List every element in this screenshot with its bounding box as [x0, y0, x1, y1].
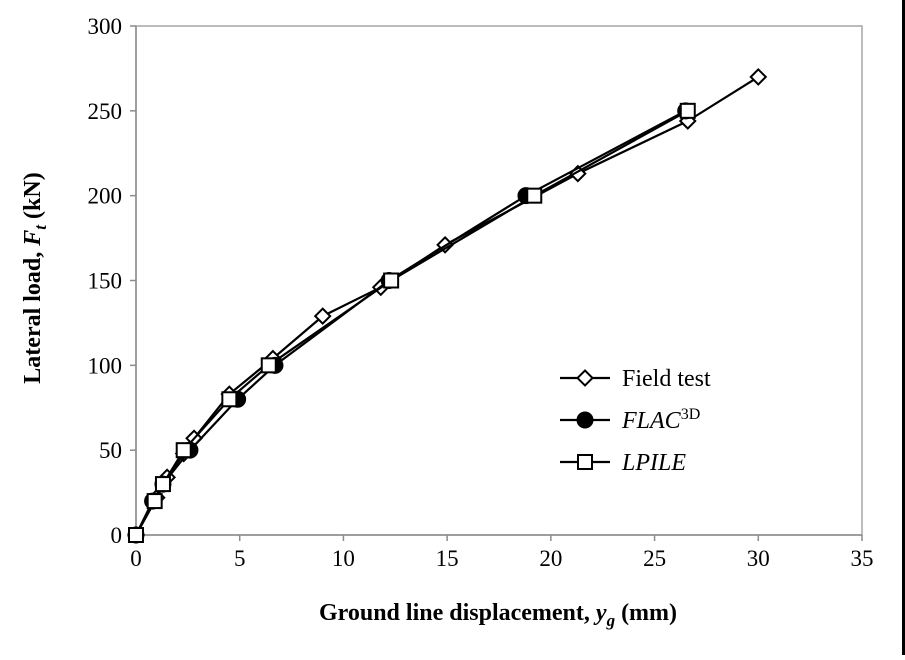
data-point-lpile: [154, 476, 171, 493]
x-tick-label: 35: [851, 546, 874, 571]
legend-item-lpile: LPILE: [560, 450, 686, 476]
x-tick-label: 5: [234, 546, 246, 571]
legend-item-field-test: Field test: [560, 366, 711, 392]
y-tick-label: 0: [111, 523, 123, 548]
x-tick-label: 0: [130, 546, 142, 571]
y-tick-label: 250: [88, 99, 123, 124]
y-axis-title-sub: t: [31, 224, 50, 230]
data-point-lpile: [146, 493, 163, 510]
legend-marker: [576, 369, 594, 387]
x-tick-label: 15: [436, 546, 459, 571]
x-axis-title-sub: g: [606, 611, 616, 630]
legend: Field test FLAC3D LPILE: [560, 366, 711, 476]
axes: [135, 25, 863, 536]
x-axis-title: Ground line displacement, yg (mm): [319, 600, 677, 630]
data-point-lpile: [679, 102, 696, 119]
x-axis-title-unit: (mm): [615, 600, 677, 626]
y-axis-title-var: F: [20, 230, 46, 247]
series-lpile: [128, 102, 696, 543]
legend-item-flac3d: FLAC3D: [560, 406, 700, 434]
series-line-flac3d: [135, 109, 687, 536]
y-axis-title-main: Lateral load,: [20, 246, 46, 384]
plot-border: [135, 25, 863, 536]
data-point-lpile: [383, 272, 400, 289]
x-axis-title-var: y: [593, 600, 607, 626]
y-tick-label: 150: [88, 269, 123, 294]
x-tick-label: 20: [539, 546, 562, 571]
y-tick-label: 200: [88, 184, 123, 209]
legend-label: LPILE: [621, 450, 686, 476]
legend-marker: [577, 454, 593, 470]
series-layer: [127, 67, 768, 544]
y-tick-label: 100: [88, 353, 123, 378]
legend-label: Field test: [622, 366, 711, 392]
y-tick-label: 300: [88, 14, 123, 39]
y-axis-title-unit: (kN): [20, 172, 46, 225]
x-tick-label: 25: [643, 546, 666, 571]
series-line-lpile: [135, 109, 689, 536]
data-point-lpile: [526, 187, 543, 204]
x-tick-label: 10: [332, 546, 355, 571]
data-point-lpile: [260, 357, 277, 374]
legend-label: FLAC3D: [621, 406, 700, 434]
ticks: 0 5 10 15 20 25 30 35 0 50 100 150 200 250 300: [88, 14, 874, 571]
legend-marker: [576, 411, 594, 429]
data-point-lpile: [175, 442, 192, 459]
x-tick-label: 30: [747, 546, 770, 571]
data-point-field-test: [313, 307, 332, 326]
right-edge-border: [902, 0, 905, 655]
series-flac3d: [127, 102, 695, 544]
y-tick-label: 50: [99, 438, 122, 463]
y-axis-title: Lateral load, Ft (kN): [20, 172, 50, 383]
data-point-field-test: [749, 67, 768, 86]
x-axis-title-main: Ground line displacement,: [319, 600, 596, 626]
data-point-lpile: [221, 391, 238, 408]
data-point-lpile: [128, 527, 144, 543]
